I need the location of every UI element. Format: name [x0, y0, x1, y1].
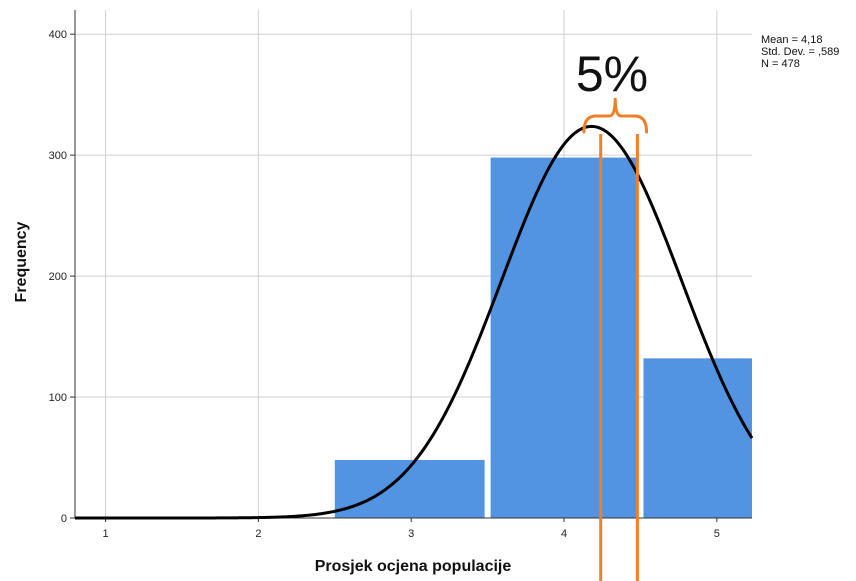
x-tick-labels: 1 2 3 4 5	[103, 518, 720, 540]
y-tick-label-300: 300	[49, 150, 67, 162]
bar-1	[334, 459, 485, 518]
annotation-text: 5%	[576, 46, 648, 102]
bar-3	[643, 358, 752, 518]
bar-2	[490, 157, 638, 519]
stat-mean: Mean = 4,18	[761, 34, 822, 46]
y-tick-label-0: 0	[61, 513, 67, 525]
histogram-bars	[334, 157, 752, 519]
x-tick-label-4: 4	[561, 528, 567, 540]
x-axis-title: Prosjek ocjena populacije	[315, 558, 512, 575]
x-tick-label-5: 5	[714, 528, 720, 540]
x-tick-label-3: 3	[408, 528, 414, 540]
annotation-brace	[582, 97, 649, 134]
y-tick-label-200: 200	[49, 271, 67, 283]
normal-curve	[75, 124, 754, 520]
y-tick-labels: 0 100 200 300 400	[49, 29, 75, 525]
y-axis-title: Frequency	[13, 221, 30, 302]
y-tick-label-100: 100	[49, 392, 67, 404]
x-tick-label-2: 2	[255, 528, 261, 540]
x-tick-label-1: 1	[103, 528, 109, 540]
y-tick-label-400: 400	[49, 29, 67, 41]
stat-std-dev: Std. Dev. = ,589	[761, 46, 839, 58]
stat-n: N = 478	[761, 58, 800, 70]
annotation	[582, 97, 649, 581]
